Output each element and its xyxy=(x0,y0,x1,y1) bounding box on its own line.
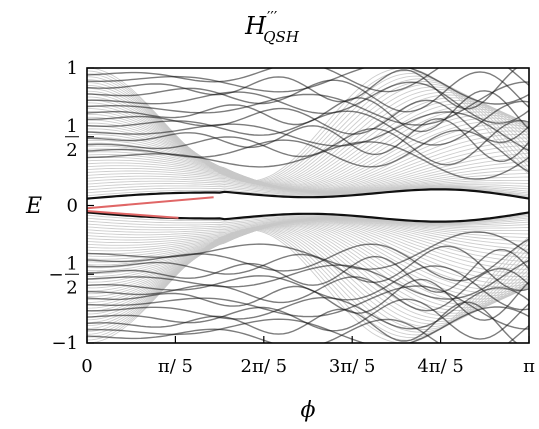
x-tick-label: 4π/ 5 xyxy=(417,356,464,377)
y-tick-label: 1 xyxy=(67,58,78,79)
y-tick-label: 0 xyxy=(67,196,78,217)
band-level xyxy=(87,228,529,339)
band-dense-level xyxy=(87,81,529,126)
band-dense-level xyxy=(87,81,529,124)
edge-state-line-upper xyxy=(87,196,214,210)
band-level xyxy=(87,220,529,291)
title-subscript: QSH xyxy=(263,28,300,46)
x-axis-label: ϕ xyxy=(301,398,316,423)
band-level xyxy=(87,120,529,191)
band-level xyxy=(87,123,529,191)
y-tick-sign: − xyxy=(48,264,63,285)
band-dense-level xyxy=(87,119,529,166)
band-level xyxy=(87,224,529,314)
y-tick-denominator: 2 xyxy=(66,140,77,161)
y-tick-label: 12 xyxy=(65,116,79,161)
edge-state-lines xyxy=(87,196,214,219)
band-level xyxy=(87,100,529,188)
band-dense-level xyxy=(87,118,529,163)
band-dense-level xyxy=(87,306,529,343)
title-main: H xyxy=(244,12,267,40)
x-tick-label: 2π/ 5 xyxy=(241,356,288,377)
x-tick-label: π xyxy=(523,356,535,377)
band-dense-level xyxy=(87,90,529,133)
band-level xyxy=(87,72,529,183)
band-dense-level xyxy=(87,287,529,330)
gap-edge-contour xyxy=(87,188,529,200)
y-tick-numerator: 1 xyxy=(66,253,77,274)
band-dense-level xyxy=(87,248,529,293)
y-tick-label: −1 2 xyxy=(48,253,79,298)
x-tick-label: 0 xyxy=(81,356,92,377)
y-tick-numerator: 1 xyxy=(66,116,77,137)
band-dense-level xyxy=(87,278,529,321)
band-dense-level xyxy=(87,245,529,292)
y-tick-label: −1 xyxy=(51,333,78,354)
band-dense-level xyxy=(87,259,529,300)
band-dense-level xyxy=(87,68,529,105)
band-level xyxy=(87,220,529,288)
band-level xyxy=(87,180,529,194)
chart-title: H′′′ QSH xyxy=(244,8,300,46)
edge-state-line-lower xyxy=(87,210,179,219)
title-primes: ′′′ xyxy=(267,8,278,26)
band-level xyxy=(87,223,529,309)
band-level xyxy=(87,215,529,228)
band-dense-level xyxy=(87,285,529,330)
band-level xyxy=(87,117,529,190)
band-dense-level xyxy=(87,111,529,152)
band-level xyxy=(87,97,529,187)
band-level xyxy=(87,217,529,231)
band-level xyxy=(87,223,529,311)
band-dense-level xyxy=(87,68,529,93)
band-dense-level xyxy=(87,318,529,343)
y-tick-denominator: 2 xyxy=(66,277,77,298)
band-dense-level xyxy=(87,238,529,282)
band-dense-level xyxy=(87,129,529,173)
x-tick-label: π/ 5 xyxy=(158,356,193,377)
band-spectrum xyxy=(87,68,529,343)
x-tick-label: 3π/ 5 xyxy=(329,356,376,377)
band-level xyxy=(87,102,529,188)
band-level xyxy=(87,221,529,294)
x-axis-ticks: 0 π/ 5 2π/ 5 3π/ 5 4π/ 5 π xyxy=(81,336,535,377)
band-level xyxy=(87,183,529,196)
band-dense-level xyxy=(87,141,529,180)
y-axis-label: E xyxy=(25,194,42,219)
band-dense-level xyxy=(87,231,529,270)
